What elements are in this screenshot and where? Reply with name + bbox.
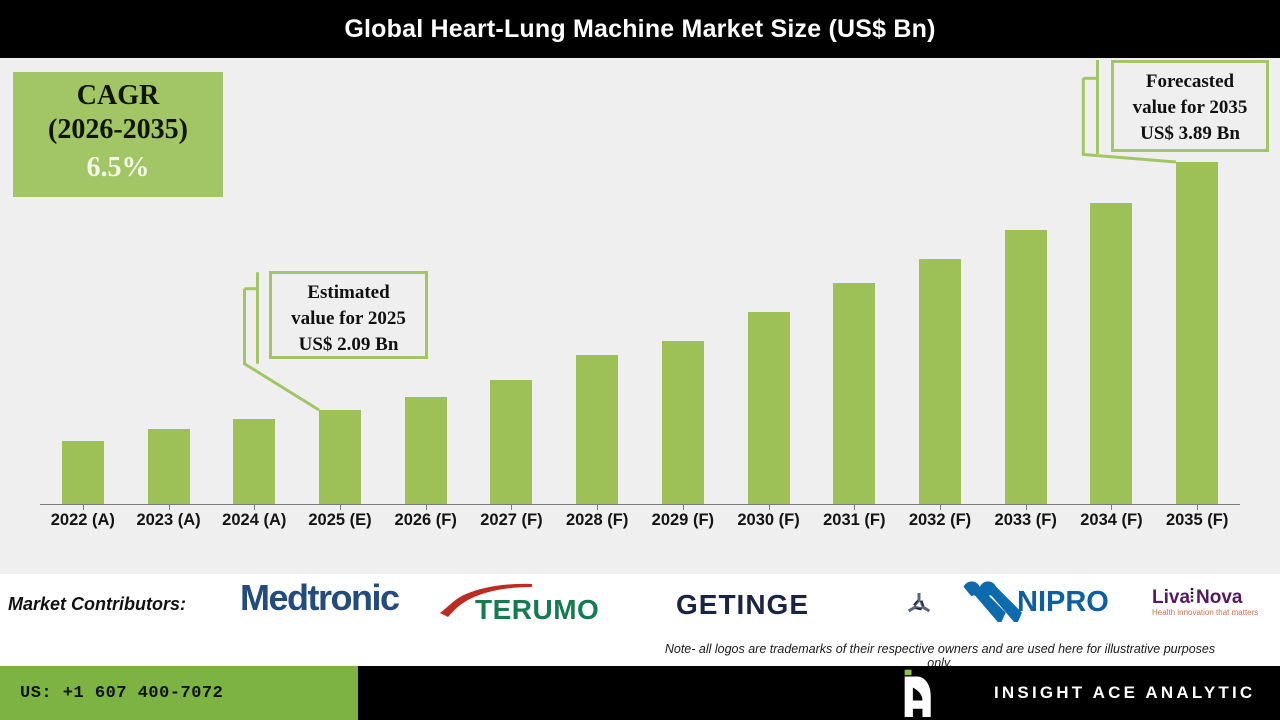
svg-text:Health innovation that matters: Health innovation that matters: [1152, 608, 1258, 617]
svg-text:TERUMO: TERUMO: [475, 594, 599, 623]
svg-text:Liva: Liva: [1152, 587, 1190, 608]
svg-text:NIPRO: NIPRO: [1017, 586, 1109, 618]
svg-text:Medtronic: Medtronic: [240, 577, 399, 618]
svg-text:GETINGE: GETINGE: [676, 589, 809, 620]
svg-text:Nova: Nova: [1196, 587, 1243, 608]
